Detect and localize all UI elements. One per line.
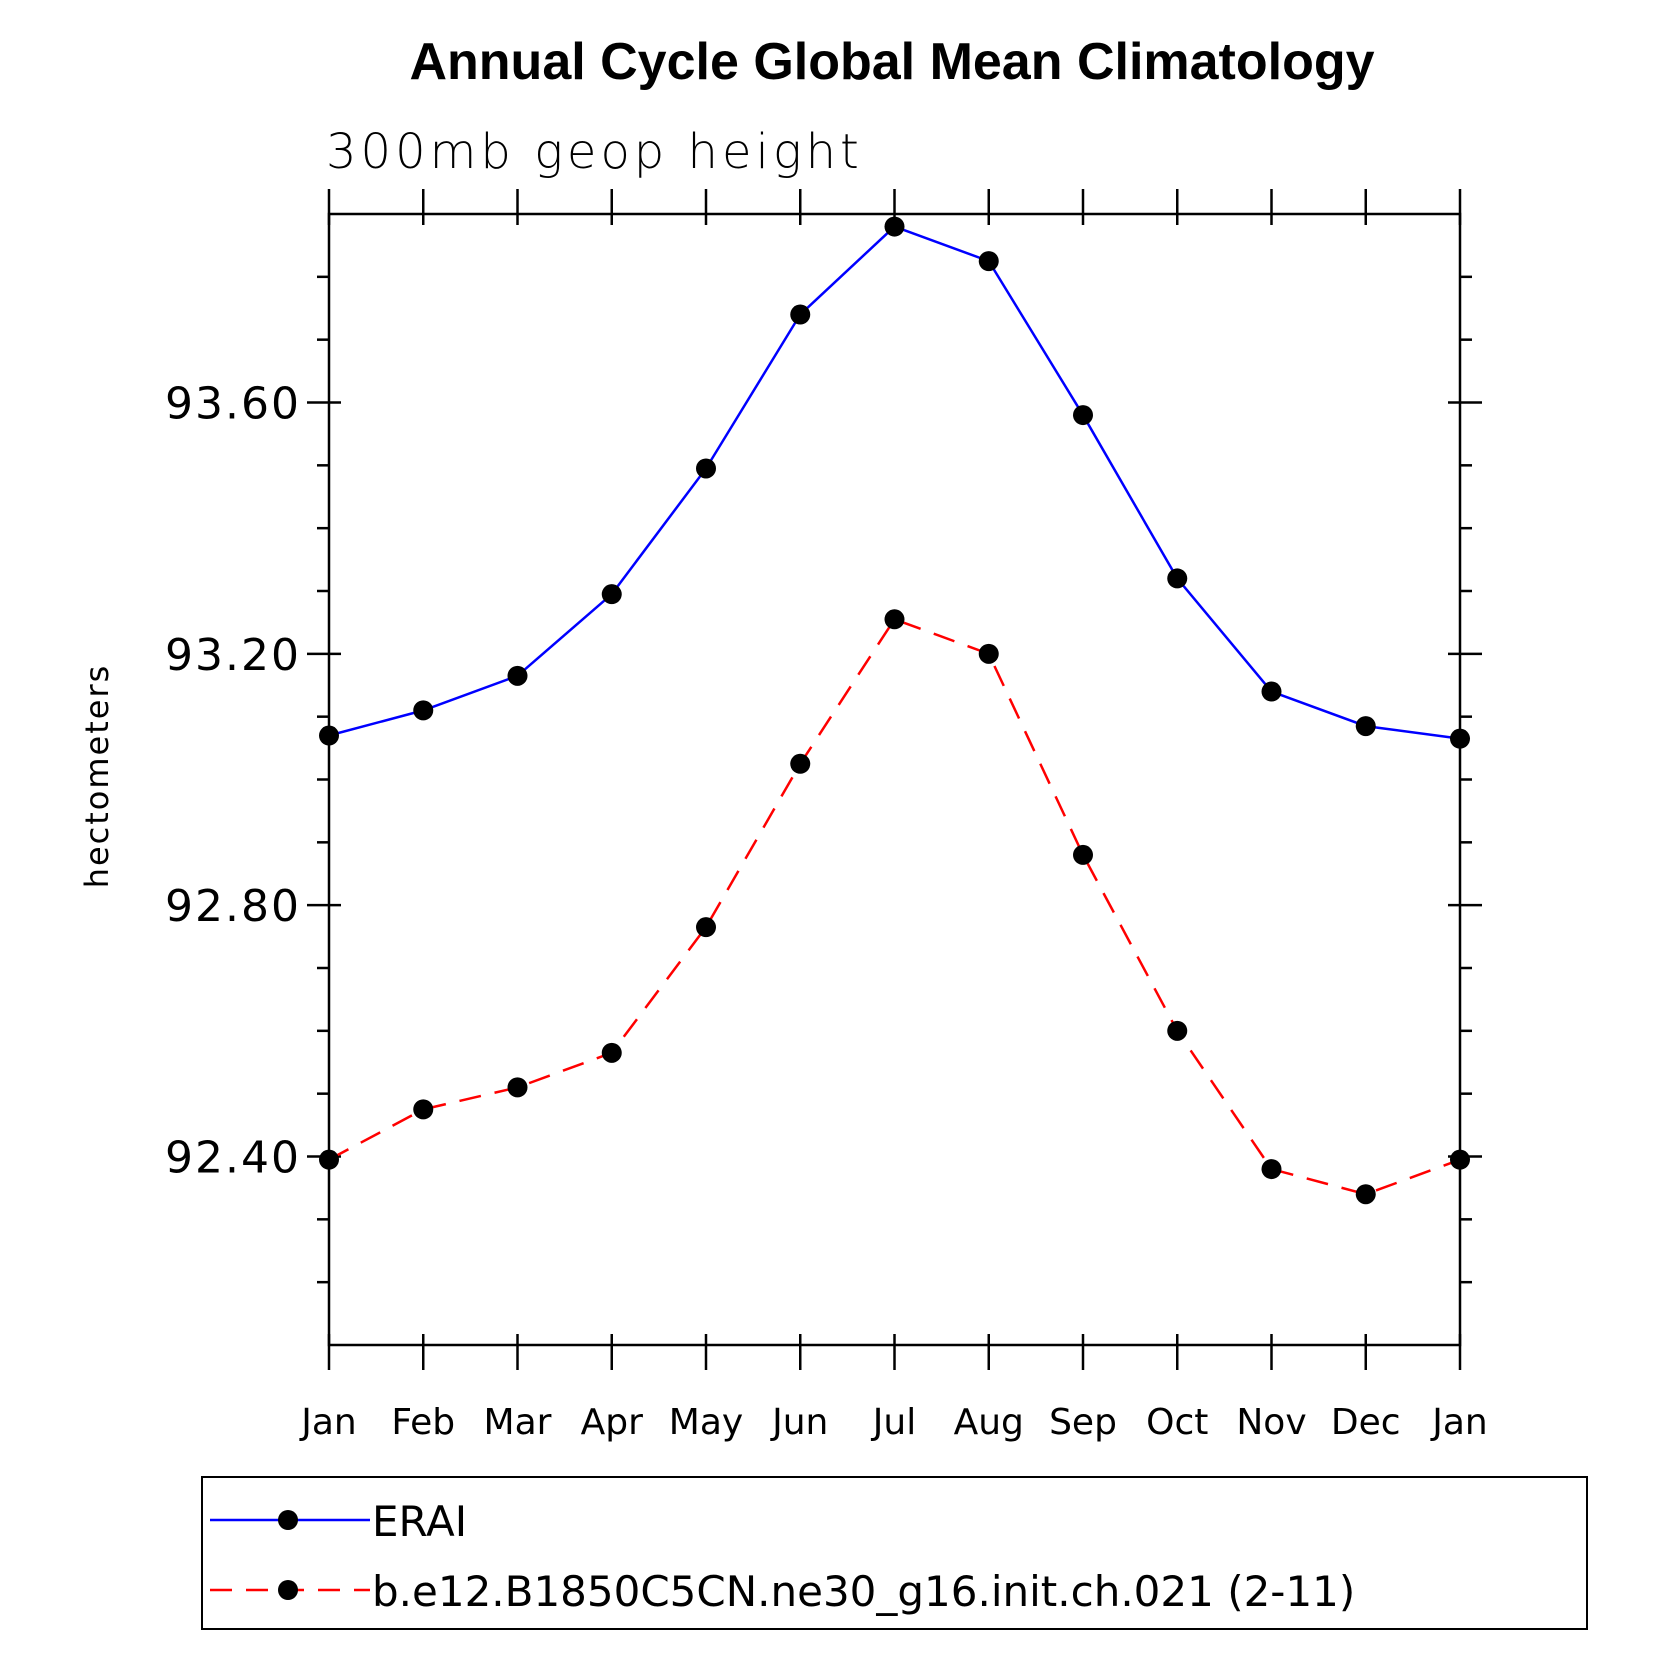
legend-label-erai: ERAI xyxy=(372,1497,467,1546)
chart-subtitle: 300mb geop height xyxy=(326,124,863,180)
x-tick-label: Jan xyxy=(299,1402,357,1443)
chart-title: Annual Cycle Global Mean Climatology xyxy=(409,33,1374,91)
data-point-0 xyxy=(1261,681,1282,702)
y-tick-label: 92.40 xyxy=(165,1133,301,1184)
data-point-0 xyxy=(1167,568,1188,589)
x-tick-label: Feb xyxy=(391,1402,455,1443)
series-line-1 xyxy=(328,617,1461,1196)
data-point-0 xyxy=(884,216,905,237)
data-point-0 xyxy=(696,458,716,479)
data-point-1 xyxy=(1167,1020,1188,1041)
legend-marker-model xyxy=(278,1580,298,1600)
axis-ticks xyxy=(307,189,1482,1370)
data-point-1 xyxy=(413,1099,434,1120)
data-point-1 xyxy=(884,609,905,630)
x-tick-labels: Jan Feb Mar Apr May Jun Jul Aug Sep Oct Nov Dec Jan xyxy=(299,1402,1488,1443)
legend-label-model: b.e12.B1850C5CN.ne30_g16.init.ch.021 (2-… xyxy=(372,1567,1355,1616)
y-tick-label: 92.80 xyxy=(165,881,301,932)
data-point-0 xyxy=(413,700,434,721)
x-tick-label: Jan xyxy=(1430,1402,1488,1443)
data-point-1 xyxy=(978,643,999,664)
data-point-1 xyxy=(1073,844,1093,865)
x-tick-label: Mar xyxy=(484,1402,552,1443)
x-tick-label: Dec xyxy=(1331,1402,1401,1443)
legend: ERAI b.e12.B1850C5CN.ne30_g16.init.ch.02… xyxy=(201,1476,1588,1630)
x-tick-label: Aug xyxy=(954,1402,1024,1443)
data-point-0 xyxy=(507,665,528,686)
x-tick-label: May xyxy=(669,1402,743,1443)
x-tick-label: Nov xyxy=(1236,1402,1306,1443)
data-point-1 xyxy=(507,1077,528,1098)
x-tick-label: Jul xyxy=(871,1402,916,1443)
legend-box xyxy=(201,1476,1588,1630)
data-point-0 xyxy=(601,584,622,605)
x-tick-label: Sep xyxy=(1049,1402,1117,1443)
y-tick-label: 93.20 xyxy=(165,630,301,681)
series-layer xyxy=(319,216,1470,1205)
x-tick-label: Oct xyxy=(1146,1402,1208,1443)
data-point-1 xyxy=(790,753,811,774)
data-point-1 xyxy=(1261,1159,1282,1180)
data-point-1 xyxy=(601,1042,622,1063)
series-line-0 xyxy=(328,225,1461,740)
data-point-0 xyxy=(790,304,811,325)
data-point-1 xyxy=(1355,1184,1376,1205)
data-point-0 xyxy=(1355,716,1376,737)
x-tick-label: Jun xyxy=(770,1402,828,1443)
y-axis-label: hectometers xyxy=(78,664,116,889)
data-point-0 xyxy=(1073,405,1093,426)
data-point-1 xyxy=(696,917,716,938)
y-tick-labels: 92.40 92.80 93.20 93.60 xyxy=(165,379,301,1184)
y-tick-label: 93.60 xyxy=(165,379,301,430)
x-tick-label: Apr xyxy=(581,1402,643,1443)
data-point-0 xyxy=(978,251,999,272)
legend-marker-erai xyxy=(278,1510,298,1530)
plot-frame xyxy=(327,212,1462,1347)
